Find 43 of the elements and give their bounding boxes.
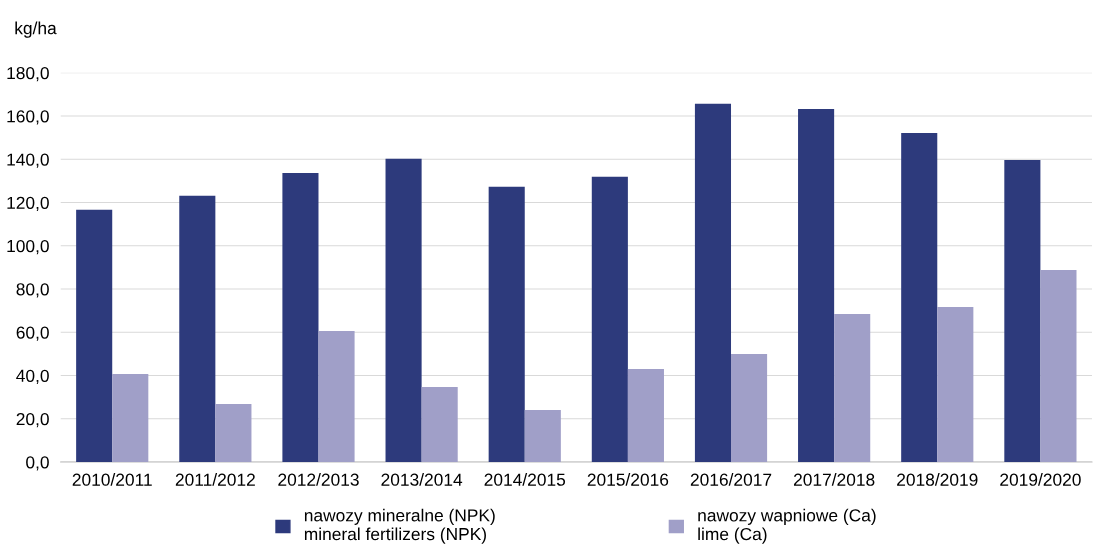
bar xyxy=(76,209,113,462)
y-tick-label: 20,0 xyxy=(16,412,49,428)
bar xyxy=(798,108,835,462)
y-tick-label: 0,0 xyxy=(26,456,49,471)
x-tick-label: 2014/2015 xyxy=(484,473,566,486)
y-tick-label: 120,0 xyxy=(7,196,49,212)
y-axis-title: kg/ha xyxy=(15,21,57,38)
y-tick-label: 80,0 xyxy=(16,283,49,298)
bar xyxy=(215,404,252,462)
x-tick-label: 2010/2011 xyxy=(72,473,152,486)
bar xyxy=(488,186,525,462)
bar xyxy=(179,195,216,462)
bar xyxy=(937,306,974,462)
y-tick-label: 40,0 xyxy=(16,369,49,385)
y-tick-label: 180,0 xyxy=(7,66,49,82)
bar xyxy=(834,313,871,462)
bar xyxy=(591,176,628,462)
x-tick-label: 2012/2013 xyxy=(278,473,359,486)
bar xyxy=(112,374,149,462)
bar xyxy=(421,386,458,462)
bar xyxy=(901,132,938,462)
x-tick-label: 2015/2016 xyxy=(587,473,669,486)
y-tick-label: 140,0 xyxy=(7,153,49,168)
bar xyxy=(1004,159,1041,462)
bar xyxy=(694,103,732,462)
x-tick-label: 2019/2020 xyxy=(1000,473,1081,486)
x-tick-label: 2016/2017 xyxy=(690,473,772,486)
y-tick-label: 100,0 xyxy=(7,239,49,255)
x-tick-label: 2011/2012 xyxy=(175,473,255,486)
bar xyxy=(1040,269,1077,462)
legend-label: nawozy wapniowe (Ca) lime (Ca) xyxy=(698,508,876,544)
bar xyxy=(524,409,561,462)
bar xyxy=(731,353,768,462)
legend-label: nawozy mineralne (NPK) mineral fertilizers (NPK) xyxy=(304,508,495,544)
bar xyxy=(385,158,422,462)
bar xyxy=(282,172,319,462)
x-tick-label: 2017/2018 xyxy=(793,473,875,486)
x-tick-label: 2013/2014 xyxy=(381,473,463,486)
y-tick-label: 60,0 xyxy=(16,326,49,341)
bar xyxy=(318,330,355,462)
x-tick-label: 2018/2019 xyxy=(897,473,978,486)
bar xyxy=(627,369,664,462)
y-tick-label: 160,0 xyxy=(7,110,49,125)
